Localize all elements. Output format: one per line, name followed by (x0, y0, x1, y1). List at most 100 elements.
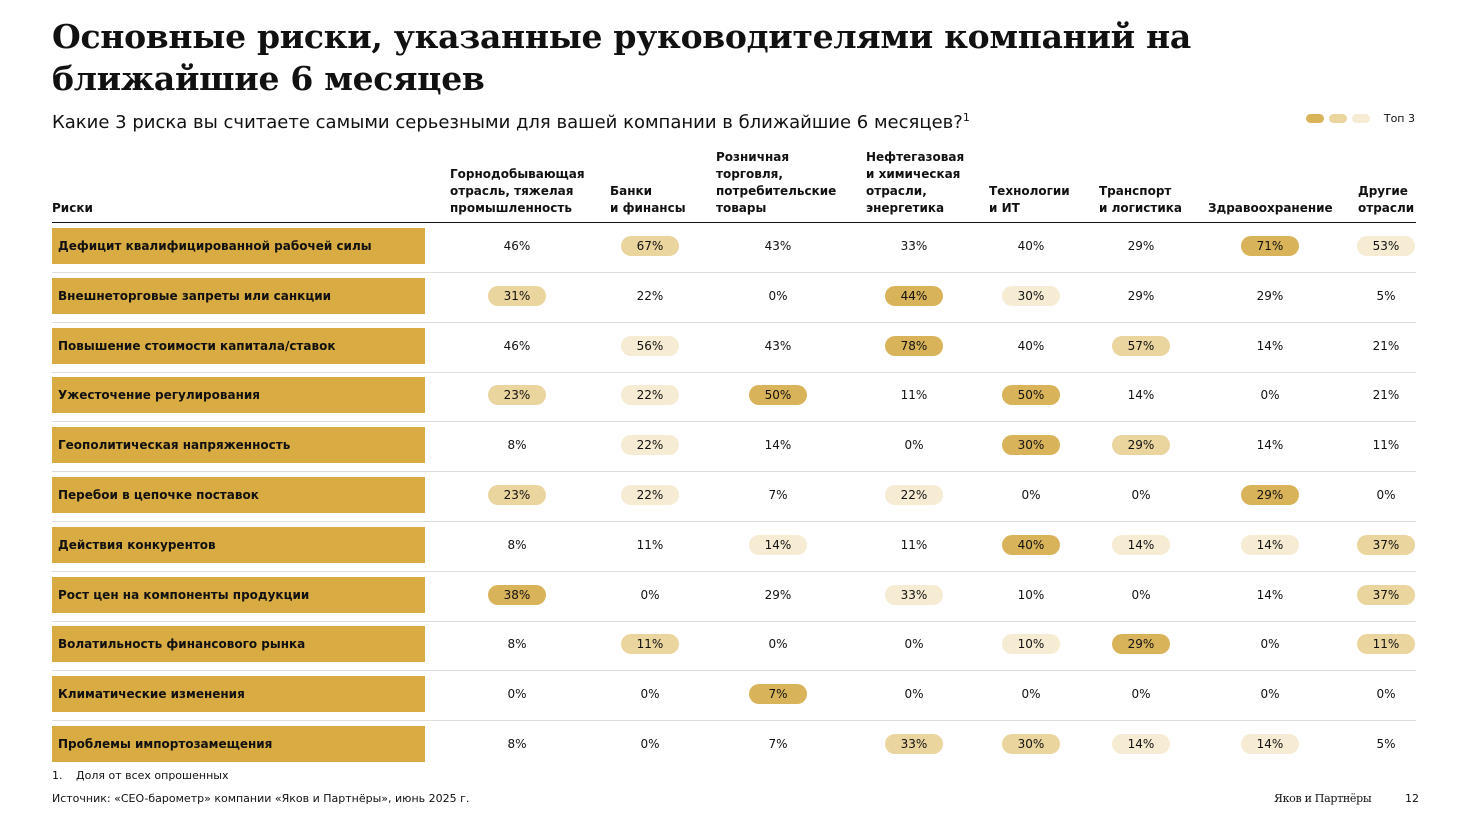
table-row: Действия конкурентов 8% 11% 14% 11% 40% 14% 14%… (52, 521, 1416, 572)
risk-label: Внешнеторговые запреты или санкции (52, 277, 425, 314)
footnote: 1. Доля от всех опрошенных (52, 769, 228, 782)
value-cell: 33% (885, 734, 943, 754)
value-cell: 29% (1127, 288, 1155, 303)
question-subtitle: Какие 3 риска вы считаете самыми серьезн… (52, 106, 970, 135)
value-cell: 5% (1376, 737, 1396, 751)
table-row: Рост цен на компоненты продукции 38% 0% 29%… (52, 571, 1416, 622)
value-cell: 10% (1017, 587, 1045, 602)
value-cell: 71% (1241, 236, 1299, 256)
page-title: Основные риски, указанные руководителями… (52, 17, 1191, 98)
table-row: Повышение стоимости капитала/ставок 46% 56… (52, 322, 1416, 373)
value-cell: 8% (507, 737, 527, 751)
table-row: Внешнеторговые запреты или санкции 31% 22%… (52, 272, 1416, 323)
value-cell: 0% (640, 687, 660, 702)
risk-label: Проблемы импортозамещения (52, 726, 425, 762)
value-cell: 22% (621, 385, 679, 406)
column-header-line: Технологии (989, 184, 1070, 198)
value-cell: 0% (1260, 687, 1280, 702)
column-header-line: отрасль, тяжелая (450, 184, 574, 198)
footnote-text: Доля от всех опрошенных (76, 769, 229, 782)
value-cell: 31% (488, 285, 546, 306)
value-cell: 21% (1372, 338, 1400, 353)
brand-logo: Яков и Партнёры (1274, 792, 1372, 805)
value-cell: 30% (1002, 435, 1060, 456)
value-cell: 10% (1002, 634, 1060, 655)
column-header-line: и финансы (610, 201, 686, 215)
row-header-label: Риски (52, 201, 93, 215)
legend-swatch-rank3 (1351, 114, 1370, 123)
legend: Топ 3 (1305, 112, 1415, 125)
column-header-line: товары (716, 201, 767, 215)
table-header: Риски Горнодобывающая отрасль, тяжелая про… (52, 148, 1416, 223)
column-header: Банки и финансы (610, 183, 686, 217)
value-cell: 0% (1260, 388, 1280, 403)
column-header-line: промышленность (450, 201, 572, 215)
value-cell: 5% (1376, 288, 1396, 303)
value-cell: 11% (900, 388, 928, 403)
value-cell: 37% (1357, 534, 1415, 555)
column-header-line: отрасли (1358, 201, 1415, 215)
value-cell: 8% (507, 438, 527, 453)
value-cell: 7% (768, 737, 788, 751)
column-header-line: Банки (610, 184, 653, 198)
value-cell: 29% (1256, 288, 1284, 303)
column-header-line: отрасли, (866, 184, 927, 198)
value-cell: 14% (749, 534, 807, 555)
column-header: Нефтегазовая и химическая отрасли, энергети… (866, 149, 964, 217)
value-cell: 14% (1112, 534, 1170, 555)
risk-label: Геополитическая напряженность (52, 427, 425, 464)
table-row: Дефицит квалифицированной рабочей силы 46… (52, 222, 1416, 273)
value-cell: 46% (503, 338, 531, 353)
value-cell: 0% (1376, 687, 1396, 702)
value-cell: 29% (764, 587, 792, 602)
value-cell: 43% (764, 338, 792, 353)
value-cell: 7% (768, 488, 788, 502)
column-header-line: и химическая (866, 167, 961, 181)
value-cell: 50% (749, 385, 807, 406)
value-cell: 78% (885, 335, 943, 356)
risk-label: Рост цен на компоненты продукции (52, 576, 425, 613)
legend-label: Топ 3 (1383, 112, 1415, 125)
footnote-number: 1. (52, 769, 63, 782)
risk-label: Повышение стоимости капитала/ставок (52, 327, 425, 364)
value-cell: 11% (1357, 634, 1415, 655)
subtitle-text: Какие 3 риска вы считаете самыми серьезн… (52, 112, 963, 133)
value-cell: 0% (1131, 488, 1151, 502)
value-cell: 21% (1372, 388, 1400, 403)
value-cell: 0% (904, 438, 924, 453)
risk-label: Волатильность финансового рынка (52, 626, 425, 663)
column-header: Технологии и ИТ (989, 183, 1070, 217)
table-row: Проблемы импортозамещения 8% 0% 7% 33% 30% 14%… (52, 720, 1416, 770)
value-cell: 40% (1017, 338, 1045, 353)
value-cell: 14% (1112, 734, 1170, 754)
table-row: Геополитическая напряженность 8% 22% 14% 0% 3… (52, 421, 1416, 473)
footnote-marker: 1 (962, 111, 970, 124)
source-note: Источник: «CEO-барометр» компании «Яков … (52, 792, 470, 805)
value-cell: 14% (1127, 388, 1155, 403)
table-row: Волатильность финансового рынка 8% 11% 0% 0%… (52, 620, 1416, 672)
value-cell: 0% (507, 687, 527, 702)
column-header: Розничная торговля, потребительские товары (716, 149, 836, 217)
value-cell: 53% (1357, 236, 1415, 256)
column-header: Горнодобывающая отрасль, тяжелая промышлен… (450, 166, 585, 217)
value-cell: 14% (764, 438, 792, 453)
value-cell: 14% (1256, 438, 1284, 453)
table-row: Перебои в цепочке поставок 23% 22% 7% 22% 0% 0… (52, 471, 1416, 522)
column-header-line: Розничная (716, 150, 790, 164)
value-cell: 14% (1241, 534, 1299, 555)
value-cell: 33% (900, 239, 928, 253)
value-cell: 44% (885, 285, 943, 306)
value-cell: 23% (488, 485, 546, 505)
value-cell: 0% (768, 288, 788, 303)
table-row: Ужесточение регулирования 23% 22% 50% 11% 50%… (52, 371, 1416, 423)
column-header-line: Транспорт (1099, 184, 1172, 198)
value-cell: 29% (1127, 239, 1155, 253)
page-number: 12 (1405, 792, 1419, 805)
value-cell: 8% (507, 537, 527, 552)
value-cell: 14% (1256, 338, 1284, 353)
value-cell: 50% (1002, 385, 1060, 406)
value-cell: 22% (621, 485, 679, 505)
value-cell: 0% (1021, 687, 1041, 702)
value-cell: 29% (1112, 435, 1170, 456)
value-cell: 0% (904, 687, 924, 702)
